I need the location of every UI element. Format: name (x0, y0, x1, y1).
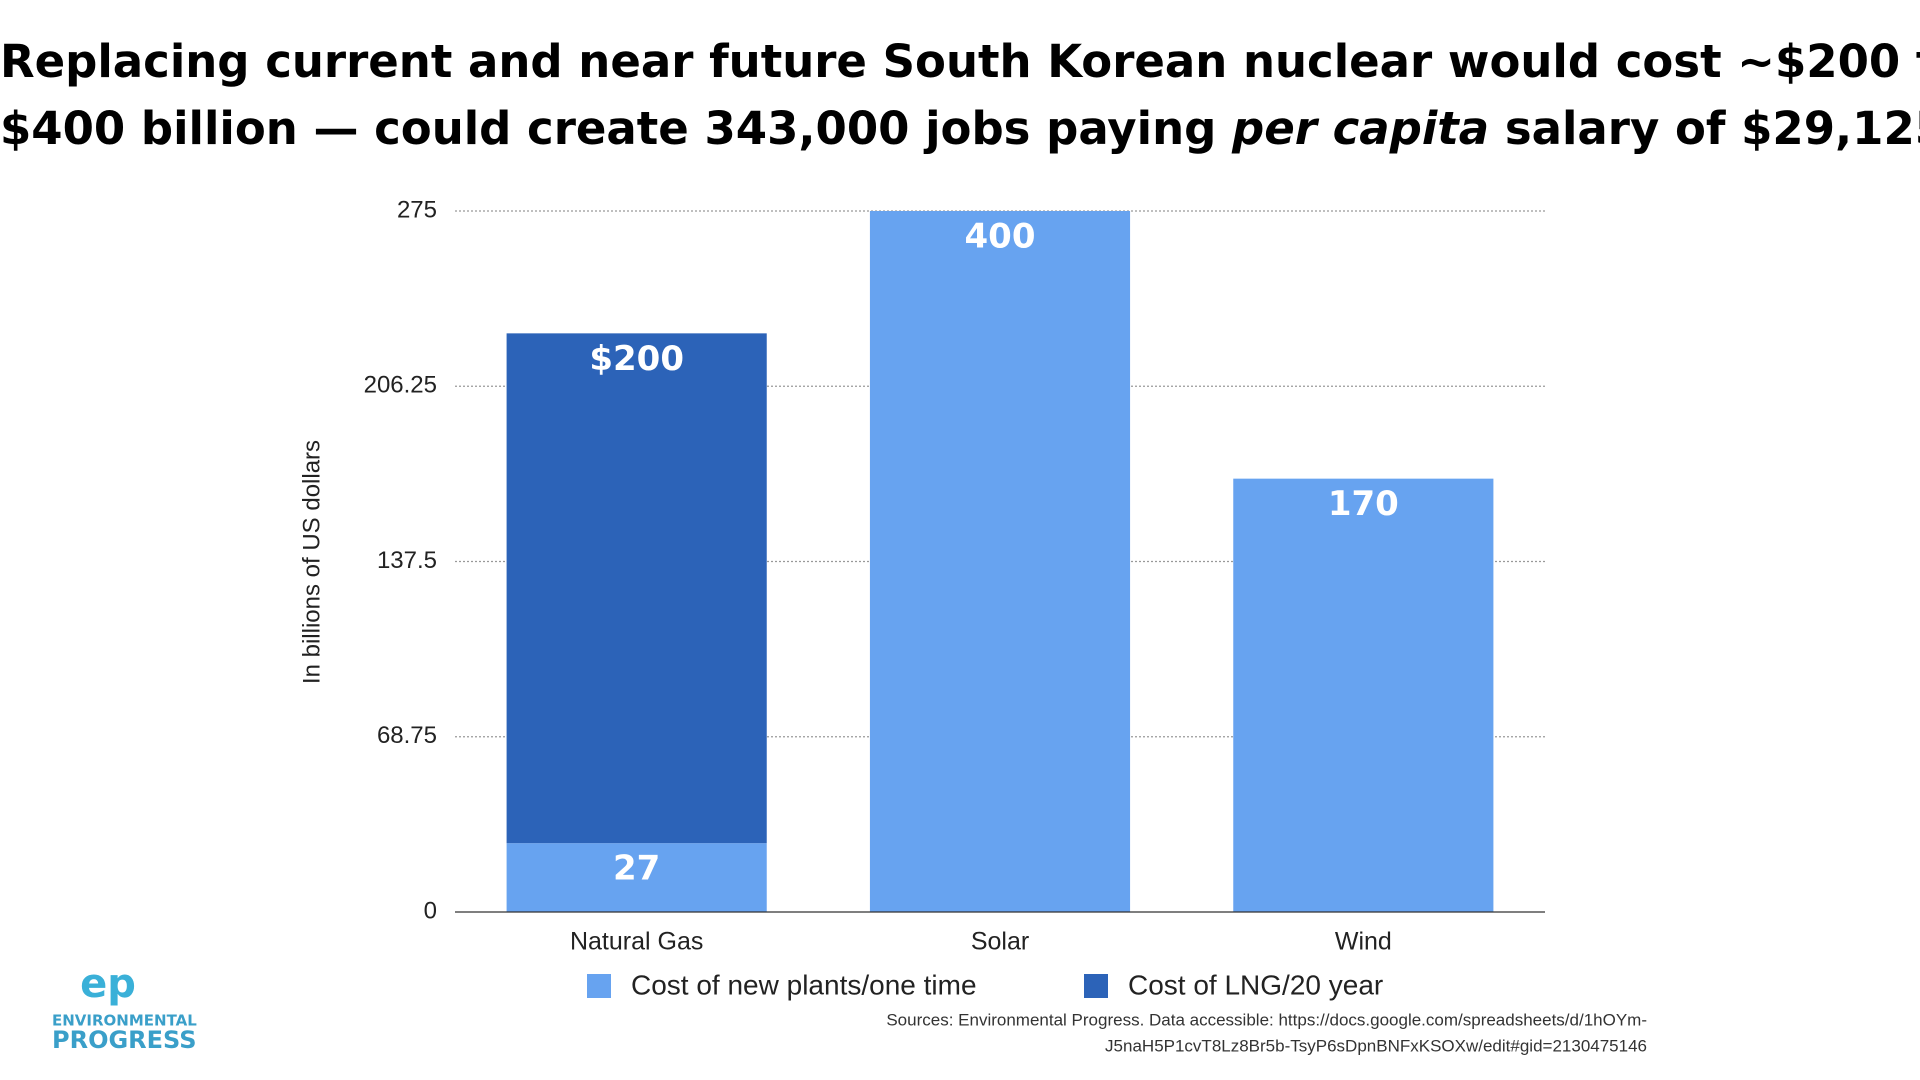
title-part: salary of $29,125. (1489, 102, 1920, 155)
y-tick-label: 275 (397, 196, 437, 223)
title-part: $400 billion — could create 343,000 jobs… (0, 102, 1232, 155)
plot-area (506, 211, 1494, 912)
source: J5naH5P1cvT8Lz8Br5b-TsyP6sDpnBNFxKSOXw/e… (1105, 1036, 1647, 1055)
logo: ep ENVIRONMENTAL PROGRESS (52, 961, 197, 1054)
bar-segment (506, 843, 767, 912)
x-tick-label: Solar (971, 928, 1029, 956)
source: Sources: Environmental Progress. Data ac… (886, 1010, 1647, 1029)
x-tick-label: Wind (1335, 928, 1392, 956)
bar-segment (869, 211, 1131, 912)
value-label: 170 (1328, 484, 1399, 524)
value-label: 27 (613, 849, 660, 889)
chart-title: Replacing current and near future South … (0, 28, 1920, 162)
title-part: per capita (1232, 102, 1490, 155)
legend-label: Cost of new plants/one time (631, 969, 977, 1000)
legend-swatch (587, 974, 611, 998)
x-tick-label: Natural Gas (570, 928, 703, 956)
legend-swatch (1084, 974, 1108, 998)
logo-text: ENVIRONMENTAL (52, 1012, 197, 1030)
title-line: Replacing current and near future South … (0, 35, 1920, 88)
value-label: 400 (965, 217, 1036, 257)
value-label: $200 (589, 339, 684, 379)
bar-segment (1233, 478, 1494, 912)
bar-segment (506, 333, 767, 844)
y-tick-label: 0 (424, 897, 437, 924)
y-tick-label: 137.5 (377, 547, 437, 574)
legend-label: Cost of LNG/20 year (1128, 969, 1383, 1000)
title-line: $400 billion — could create 343,000 jobs… (0, 95, 1920, 162)
y-tick-label: 68.75 (377, 722, 437, 749)
logo-text: PROGRESS (52, 1026, 197, 1054)
y-axis-label: In billions of US dollars (298, 440, 325, 684)
logo-mark: ep (80, 961, 136, 1007)
y-tick-label: 206.25 (364, 372, 437, 399)
